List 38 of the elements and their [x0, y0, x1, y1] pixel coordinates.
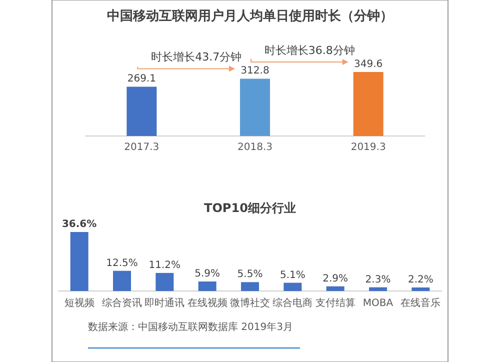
bar [156, 272, 174, 291]
data-label: 349.6 [354, 59, 383, 70]
data-label: 36.6% [62, 219, 97, 230]
x-tick-label: MOBA [362, 298, 394, 309]
annotation: 时长增长36.8分钟 [264, 44, 355, 57]
bar [412, 287, 430, 291]
data-label: 2.9% [322, 273, 348, 284]
bar [284, 282, 302, 291]
data-label: 11.2% [148, 260, 181, 271]
chart-title: TOP10细分行业 [204, 201, 296, 215]
x-tick-label: 即时通讯 [144, 297, 185, 309]
x-tick-label: 支付结算 [315, 297, 356, 309]
data-label: 2.2% [408, 274, 434, 286]
data-label: 269.1 [127, 74, 156, 85]
data-label: 312.8 [240, 66, 270, 77]
data-label: 5.9% [194, 268, 220, 280]
bar [70, 232, 88, 291]
source-note: 数据来源：中国移动互联网数据库 2019年3月 [88, 321, 293, 333]
x-tick-label: 短视频 [64, 297, 94, 309]
bar [198, 281, 216, 291]
bar [241, 282, 259, 291]
x-tick-label: 微博社交 [230, 297, 270, 309]
x-tick-label: 2018.3 [238, 142, 272, 153]
bar [369, 287, 387, 291]
annotation: 时长增长43.7分钟 [151, 50, 242, 64]
data-label: 12.5% [106, 258, 138, 269]
bar [326, 286, 344, 291]
data-label: 5.1% [280, 270, 306, 281]
bar [113, 270, 131, 291]
x-tick-label: 在线视频 [187, 297, 228, 309]
x-tick-label: 在线音乐 [400, 297, 441, 309]
data-label: 2.3% [365, 274, 391, 286]
data-label: 5.5% [237, 269, 263, 280]
x-tick-label: 综合电商 [272, 297, 313, 309]
x-tick-label: 综合资讯 [102, 297, 142, 309]
x-tick-label: 2019.3 [350, 142, 386, 153]
x-tick-label: 2017.3 [124, 142, 160, 153]
chart-title: 中国移动互联网用户月人均单日使用时长（分钟） [107, 8, 393, 24]
